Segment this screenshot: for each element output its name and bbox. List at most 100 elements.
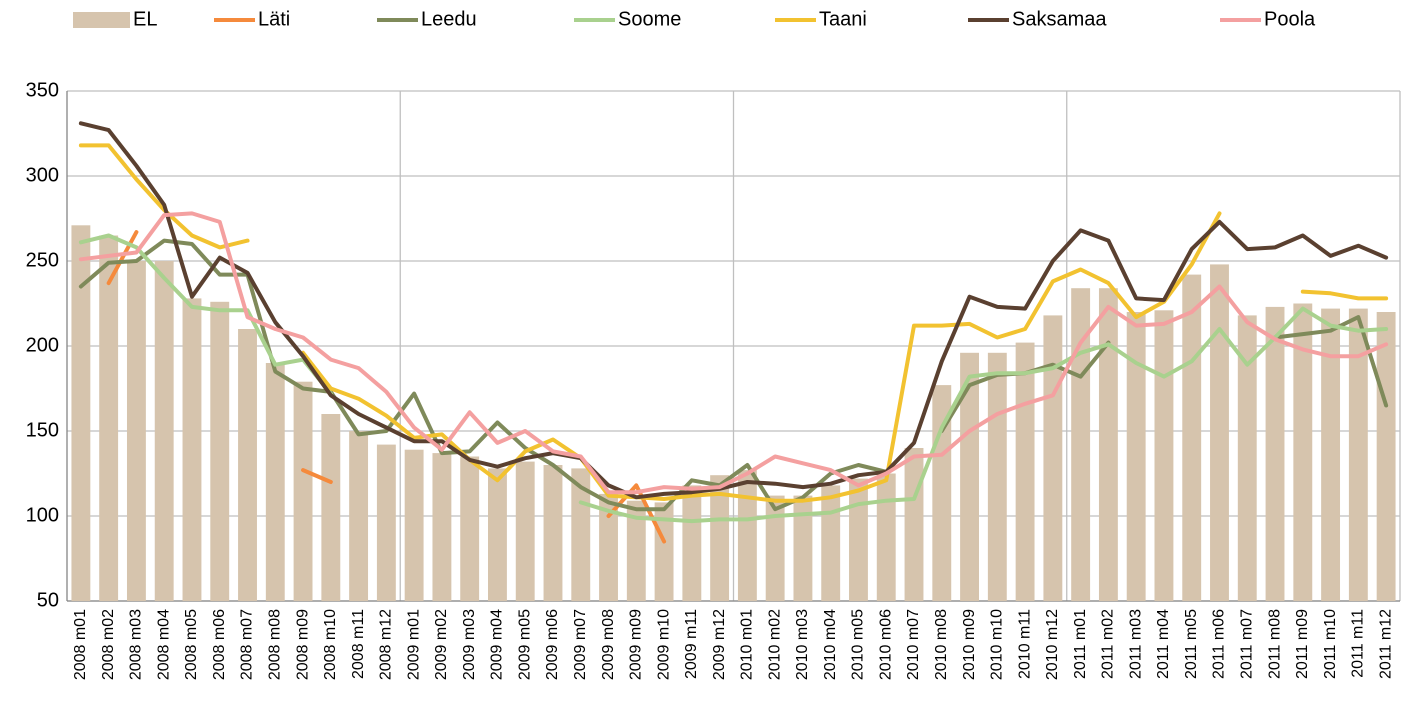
x-tick-label: 2011 m06 [1211, 609, 1228, 679]
x-tick-label: 2011 m03 [1127, 609, 1144, 679]
bar [710, 475, 730, 601]
x-tick-label: 2009 m10 [655, 609, 672, 680]
bar [1015, 342, 1035, 601]
bar [765, 495, 785, 601]
bar [1182, 274, 1202, 601]
bar [793, 495, 813, 601]
bar [987, 352, 1007, 601]
x-tick-label: 2010 m02 [766, 609, 783, 680]
x-tick-label: 2010 m09 [961, 609, 978, 680]
bar [1098, 288, 1118, 601]
line [78, 121, 1389, 500]
x-tick-label: 2008 m05 [183, 609, 200, 680]
bar [821, 485, 841, 601]
legend-label: Leedu [421, 8, 477, 30]
bar [876, 473, 896, 601]
line [1300, 289, 1389, 301]
bar [515, 461, 535, 601]
bar [1321, 308, 1341, 601]
x-tick-label: 2011 m12 [1377, 609, 1394, 679]
x-tick-label: 2009 m02 [433, 609, 450, 680]
x-tick-label: 2010 m01 [739, 609, 756, 680]
x-tick-label: 2008 m03 [128, 609, 145, 680]
x-tick-label: 2008 m07 [239, 609, 256, 680]
bar [126, 261, 146, 601]
y-tick-label: 50 [37, 589, 59, 611]
bar [599, 493, 618, 601]
x-tick-label: 2010 m06 [877, 609, 894, 680]
line [78, 211, 1389, 495]
bar [682, 485, 702, 601]
x-tick-label: 2009 m04 [489, 609, 506, 680]
x-tick-label: 2008 m01 [72, 609, 89, 680]
x-tick-label: 2010 m08 [933, 609, 950, 680]
bar [543, 465, 563, 601]
x-tick-label: 2010 m05 [850, 609, 867, 680]
bar [432, 453, 452, 601]
y-tick-label: 300 [26, 164, 59, 186]
bar [265, 363, 285, 601]
x-tick-label: 2010 m12 [1044, 609, 1061, 680]
line [578, 306, 1389, 524]
bar [1126, 312, 1146, 601]
bar [1043, 315, 1063, 601]
bar [571, 468, 591, 601]
x-tick-label: 2011 m01 [1072, 609, 1089, 679]
x-tick-label: 2009 m12 [711, 609, 728, 680]
line [78, 233, 333, 396]
x-tick-label: 2009 m01 [405, 609, 422, 680]
legend-label: EL [133, 8, 157, 30]
x-tick-label: 2008 m09 [294, 609, 311, 680]
x-tick-label: 2009 m09 [628, 609, 645, 680]
x-tick-label: 2008 m12 [378, 609, 395, 680]
bar [376, 444, 396, 601]
bar [1071, 288, 1091, 601]
y-tick-label: 200 [26, 334, 59, 356]
bar [1265, 306, 1285, 601]
legend-swatch [73, 12, 130, 28]
x-tick-label: 2008 m08 [267, 609, 284, 680]
bar [1348, 308, 1368, 601]
x-tick-label: 2011 m04 [1155, 609, 1172, 679]
line [106, 230, 139, 286]
bar [293, 381, 313, 601]
x-tick-label: 2010 m10 [989, 609, 1006, 680]
bar [460, 456, 480, 601]
legend-label: Taani [819, 8, 867, 30]
x-tick-label: 2011 m08 [1266, 609, 1283, 679]
bar [626, 500, 646, 601]
x-tick-label: 2008 m04 [155, 609, 172, 680]
legend-label: Saksamaa [1012, 8, 1107, 30]
x-tick-label: 2009 m06 [544, 609, 561, 680]
bar [238, 329, 257, 601]
y-tick-label: 150 [26, 419, 59, 441]
line [301, 468, 333, 484]
bar [737, 470, 757, 601]
x-tick-label: 2009 m05 [516, 609, 533, 680]
y-tick-label: 350 [26, 79, 59, 101]
x-tick-label: 2008 m10 [322, 609, 339, 680]
x-tick-label: 2008 m06 [211, 609, 228, 680]
legend-label: Soome [618, 8, 681, 30]
bar [654, 502, 674, 601]
x-tick-label: 2009 m08 [600, 609, 617, 680]
bar [1154, 310, 1174, 601]
x-tick-label: 2011 m10 [1322, 609, 1339, 679]
x-tick-label: 2010 m03 [794, 609, 811, 680]
y-tick-label: 100 [26, 504, 59, 526]
bar [1293, 303, 1313, 601]
bar [71, 225, 91, 602]
x-tick-label: 2009 m11 [683, 609, 700, 679]
x-tick-label: 2011 m11 [1350, 609, 1367, 678]
x-tick-label: 2011 m07 [1238, 609, 1255, 679]
x-tick-label: 2011 m09 [1294, 609, 1311, 679]
bar [849, 478, 868, 601]
x-tick-label: 2010 m11 [1016, 609, 1033, 679]
x-tick-label: 2009 m03 [461, 609, 478, 680]
bar [182, 298, 202, 601]
line [1273, 315, 1389, 408]
bar [1210, 264, 1229, 601]
y-tick-label: 250 [26, 249, 59, 271]
x-tick-label: 2008 m11 [350, 609, 367, 679]
